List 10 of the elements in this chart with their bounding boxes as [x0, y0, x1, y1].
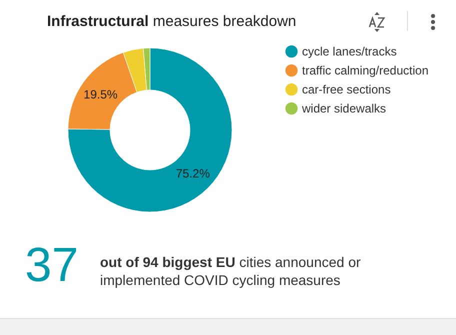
- text: out of 94 biggest EU cities announced or implemented COVID cycling measures: [100, 253, 362, 289]
- legend-label: cycle lanes/tracks: [302, 44, 397, 58]
- legend-label: car-free sections: [302, 82, 391, 96]
- legend-label: wider sidewalks: [301, 102, 386, 116]
- chart-title: Infrastructural measures breakdown: [47, 13, 296, 30]
- text: 37: [25, 238, 78, 294]
- donut-slice: [68, 48, 232, 212]
- legend-label: traffic calming/reduction: [302, 64, 429, 78]
- data-label: 75.2%: [176, 166, 210, 180]
- data-label: 19.5%: [84, 87, 118, 102]
